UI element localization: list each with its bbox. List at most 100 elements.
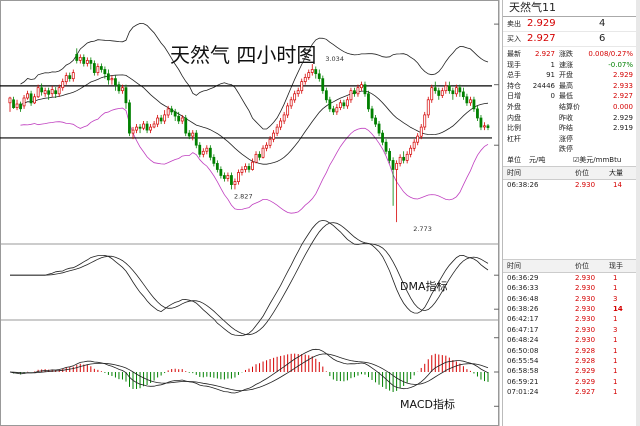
tick-volume: 1 — [613, 284, 618, 293]
candle — [381, 132, 384, 143]
quote-row: 跌停 — [503, 144, 640, 155]
instrument-title[interactable]: 天然气11 — [503, 0, 640, 17]
tick-time: 06:58:58 — [507, 367, 539, 376]
candle — [96, 66, 100, 73]
tick-time: 06:38:26 — [507, 305, 539, 314]
big-trade-row[interactable]: 06:38:26 2.930 14 — [503, 180, 640, 190]
candle — [121, 87, 124, 92]
tick-volume: 14 — [613, 305, 623, 314]
candle — [170, 108, 174, 113]
unit-label: 单位 — [507, 155, 521, 164]
quote-value: 2.929 — [612, 113, 633, 122]
candle — [40, 87, 44, 93]
candle — [282, 114, 286, 122]
sell-row[interactable]: 卖出 2.929 4 — [503, 17, 640, 32]
candle — [265, 144, 268, 149]
buy-price: 2.927 — [527, 33, 556, 44]
candle — [89, 60, 93, 64]
tick-row[interactable]: 06:36:29 2.930 1 — [503, 273, 640, 283]
candle — [124, 87, 128, 104]
candle — [356, 87, 360, 95]
quote-value: 2.927 — [612, 92, 633, 101]
tick-time: 06:48:24 — [507, 336, 539, 345]
candle — [180, 117, 184, 122]
candle — [398, 156, 402, 164]
tick-volume: 1 — [613, 377, 618, 386]
quote-label: 昨结 — [559, 124, 573, 133]
candle — [279, 120, 283, 128]
candle — [314, 69, 318, 75]
tick-time: 06:36:29 — [507, 273, 539, 282]
tick-volume: 1 — [613, 346, 618, 355]
tick-row[interactable]: 06:47:17 2.930 3 — [503, 325, 640, 335]
candle — [486, 125, 490, 128]
tick-row[interactable]: 06:38:26 2.930 14 — [503, 304, 640, 314]
candle — [251, 161, 254, 170]
sell-price: 2.929 — [527, 18, 556, 29]
candle — [324, 90, 328, 101]
candle — [173, 111, 177, 117]
candle — [222, 175, 226, 179]
candle — [106, 73, 110, 81]
candle — [247, 166, 251, 170]
macd-title: MACD指标 — [400, 397, 455, 411]
tick-list[interactable]: 06:36:29 2.930 1 06:36:33 2.930 1 06:36:48 2.93… — [503, 273, 640, 398]
tick-row[interactable]: 06:50:08 2.928 1 — [503, 346, 640, 356]
candle — [261, 147, 265, 158]
tick-row[interactable]: 06:59:21 2.929 1 — [503, 377, 640, 387]
currency-checkbox[interactable]: ☑ 美元/mmBtu — [573, 155, 622, 164]
tick-row[interactable]: 06:58:58 2.929 1 — [503, 366, 640, 376]
moving-average-line — [20, 74, 489, 165]
quote-details: 最新 2.927 涨跌 0.008/0.27% 现手 1 速涨 -0.07% 总手 91 开盘 2.9… — [503, 47, 640, 155]
tick-price: 2.927 — [575, 388, 596, 397]
tick-price-header: 价位 — [575, 261, 589, 270]
candle — [131, 129, 135, 134]
quote-label: 总手 — [507, 71, 521, 80]
big-trade-price: 2.930 — [575, 180, 596, 189]
candle — [268, 138, 272, 146]
tick-time: 06:36:33 — [507, 284, 539, 293]
quote-row: 杠杆 涨停 — [503, 134, 640, 145]
unit-row: 单位 元/吨 ☑ 美元/mmBtu — [503, 155, 640, 166]
tick-row[interactable]: 07:01:24 2.927 1 — [503, 387, 640, 397]
quote-label: 最高 — [559, 81, 573, 90]
tick-time: 06:50:08 — [507, 346, 539, 355]
quote-row: 现手 1 速涨 -0.07% — [503, 60, 640, 71]
candle — [22, 97, 26, 107]
tick-row[interactable]: 06:36:33 2.930 1 — [503, 283, 640, 293]
sell-label: 卖出 — [507, 20, 521, 28]
quote-label: 外盘 — [507, 102, 521, 111]
candle — [8, 97, 12, 104]
candle — [286, 105, 290, 116]
candle — [472, 99, 476, 110]
tick-row[interactable]: 06:42:17 2.930 1 — [503, 314, 640, 324]
candle — [317, 73, 321, 79]
candle — [201, 150, 205, 155]
candle — [296, 90, 300, 95]
tick-row[interactable]: 06:36:48 2.930 3 — [503, 294, 640, 304]
candle — [353, 90, 356, 95]
quote-value: 2.929 — [612, 71, 633, 80]
candle — [103, 69, 107, 75]
price-annotation: 3.034 — [325, 55, 344, 63]
chart-area: 3.1003.0002.900天然气 四小时图3.0342.8272.7730.… — [0, 0, 500, 426]
candle — [465, 96, 469, 104]
buy-row[interactable]: 买入 2.927 6 — [503, 32, 640, 47]
quote-label: 开盘 — [559, 71, 573, 80]
tick-volume: 1 — [613, 336, 618, 345]
candle — [47, 90, 51, 95]
buy-volume: 6 — [599, 33, 606, 44]
tick-row[interactable]: 06:55:54 2.928 1 — [503, 356, 640, 366]
buy-label: 买入 — [507, 35, 521, 43]
tick-row[interactable]: 06:48:24 2.930 1 — [503, 335, 640, 345]
tick-volume: 1 — [613, 367, 618, 376]
candle — [64, 75, 68, 83]
candle — [335, 107, 339, 113]
candle — [419, 126, 423, 137]
dma-line — [10, 219, 489, 337]
unit-value: 元/吨 — [529, 155, 546, 164]
quote-label: 最新 — [507, 50, 521, 58]
quote-value: 2.933 — [612, 81, 633, 90]
scrollbar[interactable] — [636, 0, 640, 426]
candle — [191, 132, 195, 137]
